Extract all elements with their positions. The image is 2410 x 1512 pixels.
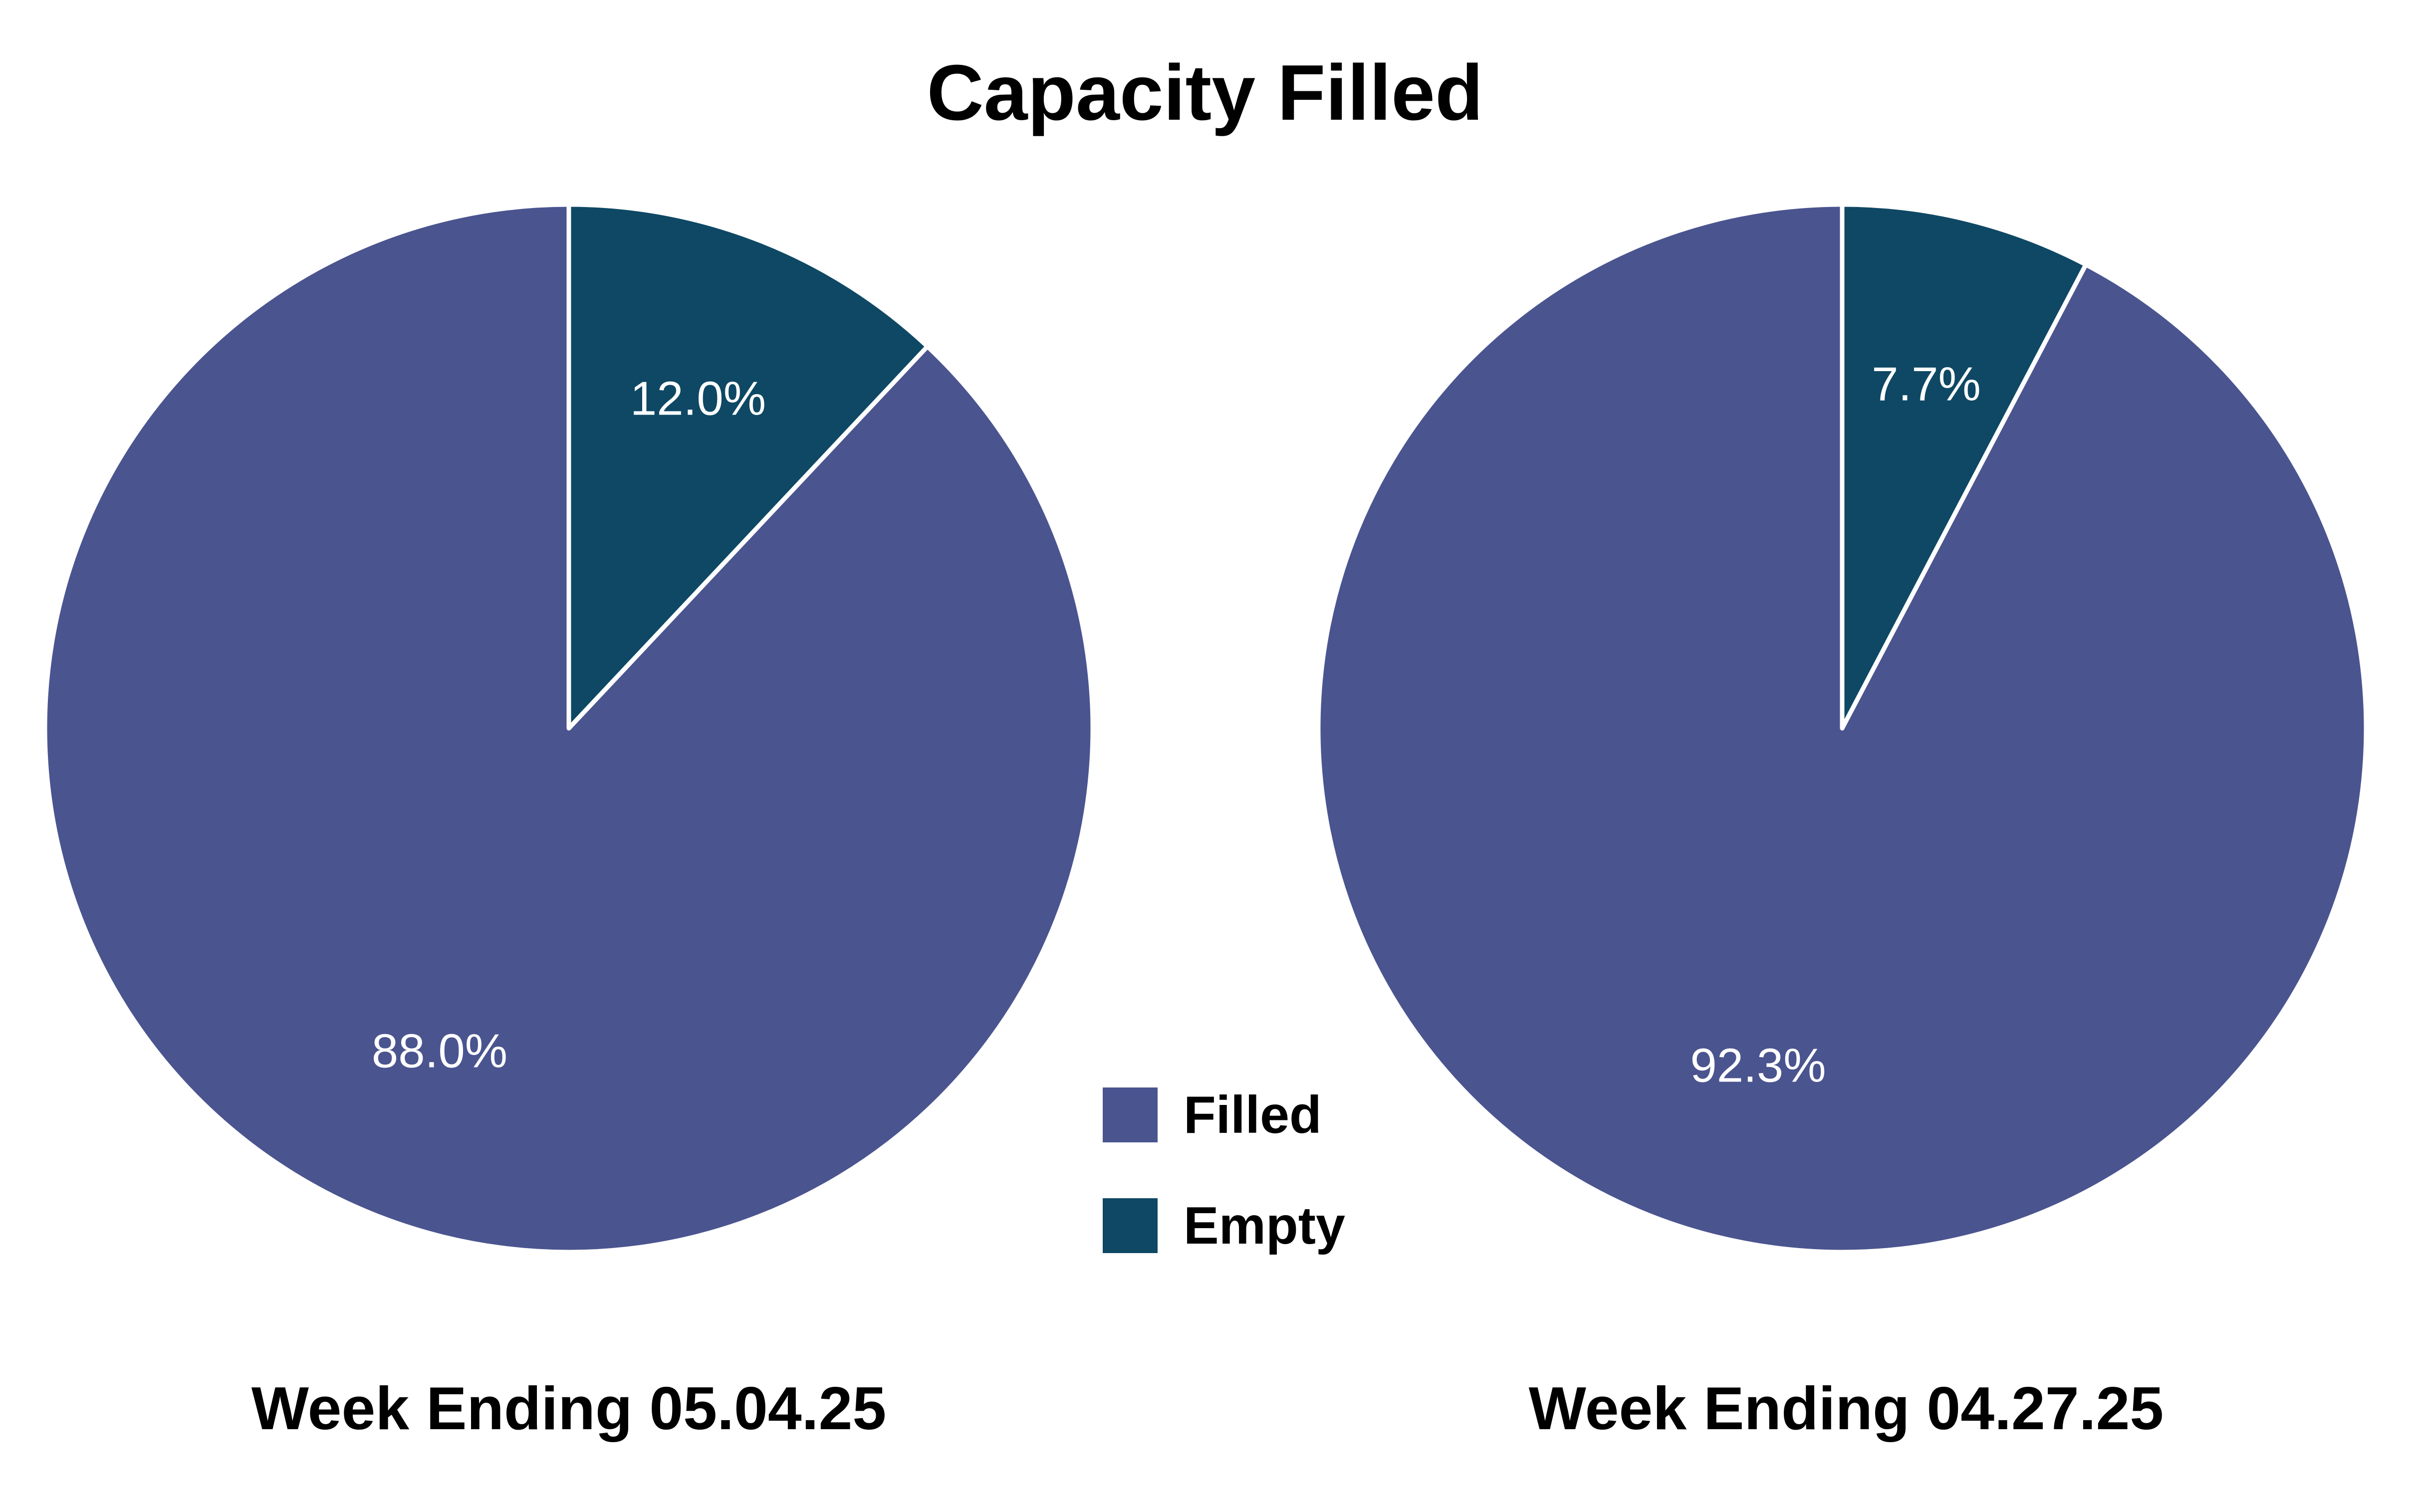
pie-slice-label-filled: 92.3%: [1690, 1039, 1826, 1092]
pie-slice-empty: [566, 202, 930, 731]
legend-swatch-empty: [1103, 1198, 1158, 1253]
week-label-1: Week Ending 05.04.25: [251, 1374, 887, 1442]
legend-item-filled: Filled: [1103, 1087, 1345, 1142]
pie-slice-label-empty: 7.7%: [1872, 357, 1981, 411]
pie-chart-week-1: 12.0% 88.0%: [42, 202, 1095, 1255]
legend-label-empty: Empty: [1184, 1196, 1345, 1255]
legend-item-empty: Empty: [1103, 1198, 1345, 1253]
week-label-2: Week Ending 04.27.25: [1528, 1374, 2164, 1442]
legend-swatch-filled: [1103, 1087, 1158, 1142]
pie-slice-filled: [1316, 202, 2369, 1255]
legend-label-filled: Filled: [1184, 1085, 1322, 1144]
pie-slice-filled: [42, 202, 1095, 1255]
legend: Filled Empty: [1103, 1087, 1345, 1309]
pie-slice-empty: [1840, 202, 2088, 731]
chart-title: Capacity Filled: [927, 49, 1483, 137]
pie-slice-label-empty: 12.0%: [630, 372, 766, 425]
pie-chart-week-2: 7.7% 92.3%: [1316, 202, 2369, 1255]
pie-slice-label-filled: 88.0%: [372, 1024, 507, 1078]
